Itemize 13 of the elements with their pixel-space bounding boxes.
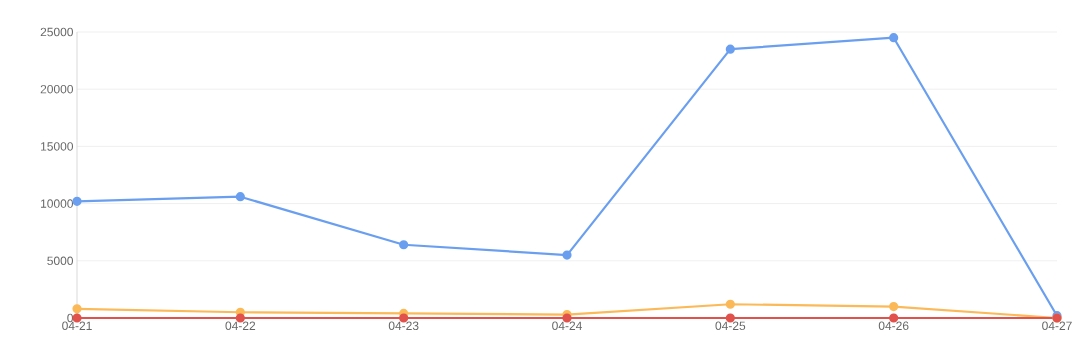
y-tick-label: 10000	[41, 199, 74, 208]
x-tick-label: 04-21	[62, 321, 92, 331]
y-tick-label: 0	[67, 313, 74, 323]
x-tick-label: 04-25	[715, 321, 746, 331]
y-tick-label: 15000	[41, 142, 74, 151]
x-tick-label: 04-22	[225, 321, 256, 331]
y-tick-label: 20000	[40, 84, 74, 94]
x-tick-label: 04-27	[1042, 321, 1072, 331]
x-tick-label: 04-24	[552, 321, 582, 331]
y-tick-label: 25000	[40, 27, 74, 37]
y-tick-label: 5000	[47, 256, 74, 266]
x-tick-label: 04-26	[878, 321, 909, 331]
x-tick-label: 04-23	[388, 321, 419, 331]
